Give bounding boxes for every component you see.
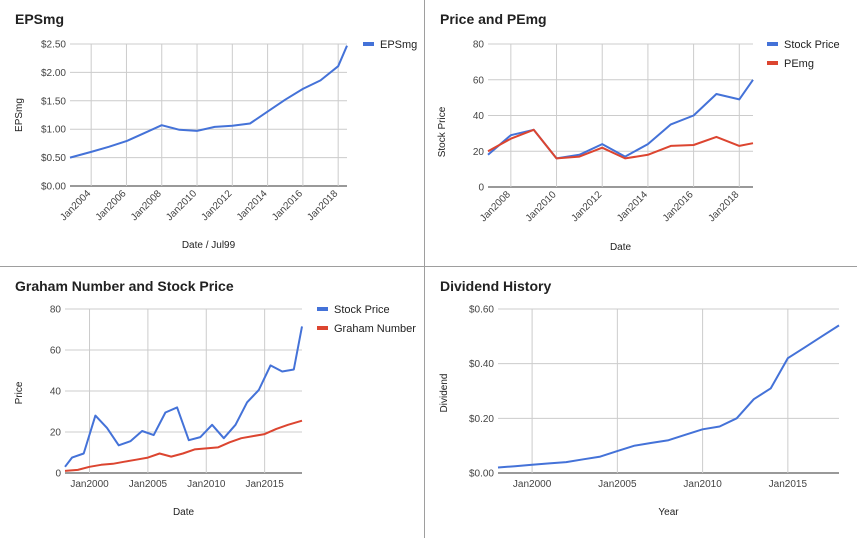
x-axis-label: Date xyxy=(173,507,195,518)
chart-panel-epsmg: EPSmg $0.00 $0.50 $1.00 $1.50 $2.00 $2.50 Jan20… xyxy=(0,0,425,267)
x-tick-label: Jan2018 xyxy=(707,189,742,224)
y-tick-label: $0.00 xyxy=(469,469,494,480)
x-tick-label: Jan2010 xyxy=(187,479,226,490)
y-tick-label: 60 xyxy=(50,346,62,357)
y-tick-label: $0.60 xyxy=(469,305,494,316)
x-axis-label: Date / Jul99 xyxy=(182,240,236,251)
chart-panel-dividend-history: Dividend History $0.00 $0.20 $0.40 $0.60 Jan2… xyxy=(425,267,857,538)
y-tick-label: 80 xyxy=(473,40,485,51)
y-tick-label: 40 xyxy=(473,111,485,122)
x-tick-label: Jan2008 xyxy=(478,189,513,224)
y-tick-label: $0.50 xyxy=(41,153,66,164)
y-tick-label: 20 xyxy=(473,147,485,158)
y-tick-label: $2.00 xyxy=(41,68,66,79)
series-line xyxy=(487,79,754,160)
x-tick-label: Jan2008 xyxy=(129,188,164,223)
chart-title: Price and PEmg xyxy=(440,11,547,27)
chart-panel-price-pemg: Price and PEmg 0 20 40 60 80 Jan2008 Jan2010 Jan… xyxy=(425,0,857,267)
series-line xyxy=(64,419,303,472)
legend-swatch xyxy=(767,42,778,46)
y-tick-label: 80 xyxy=(50,305,62,316)
x-tick-label: Jan2016 xyxy=(661,189,696,224)
x-tick-label: Jan2006 xyxy=(94,188,129,223)
chart-svg: EPSmg $0.00 $0.50 $1.00 $1.50 $2.00 $2.50 Jan20… xyxy=(14,11,417,251)
legend-label: Stock Price xyxy=(784,39,840,51)
legend-label: EPSmg xyxy=(380,39,417,51)
legend-swatch xyxy=(767,61,778,65)
y-tick-label: $2.50 xyxy=(41,40,66,51)
y-tick-label: 0 xyxy=(478,183,484,194)
legend-label: PEmg xyxy=(784,58,814,70)
y-tick-label: 0 xyxy=(55,469,61,480)
legend-swatch xyxy=(317,326,328,330)
x-tick-label: Jan2018 xyxy=(305,188,340,223)
x-tick-label: Jan2010 xyxy=(683,479,722,490)
x-tick-label: Jan2015 xyxy=(245,479,284,490)
chart-title: Graham Number and Stock Price xyxy=(15,278,234,294)
legend-swatch xyxy=(317,307,328,311)
legend-label: Graham Number xyxy=(334,323,416,335)
y-tick-label: $1.50 xyxy=(41,96,66,107)
x-tick-label: Jan2012 xyxy=(200,188,235,223)
series-line xyxy=(487,128,754,160)
y-tick-label: $1.00 xyxy=(41,125,66,136)
y-axis-label: Price xyxy=(14,381,25,404)
series-line xyxy=(497,324,840,469)
x-tick-label: Jan2015 xyxy=(769,479,808,490)
x-tick-label: Jan2014 xyxy=(615,189,650,224)
y-axis-label: Dividend xyxy=(439,374,450,413)
x-tick-label: Jan2005 xyxy=(598,479,637,490)
x-tick-label: Jan2012 xyxy=(569,189,604,224)
x-tick-label: Jan2004 xyxy=(58,188,93,223)
series-line xyxy=(64,326,303,468)
x-tick-label: Jan2014 xyxy=(235,188,270,223)
x-tick-label: Jan2000 xyxy=(513,479,552,490)
x-tick-label: Jan2016 xyxy=(270,188,305,223)
y-tick-label: $0.40 xyxy=(469,359,494,370)
y-tick-label: 40 xyxy=(50,387,62,398)
chart-panel-graham-number: Graham Number and Stock Price 0 20 40 60 80 Ja… xyxy=(0,267,425,538)
y-tick-label: 20 xyxy=(50,428,62,439)
x-axis-label: Date xyxy=(610,242,632,253)
y-tick-label: 60 xyxy=(473,75,485,86)
x-tick-label: Jan2000 xyxy=(70,479,109,490)
x-axis-label: Year xyxy=(658,507,679,518)
series-line xyxy=(69,45,348,159)
x-tick-label: Jan2010 xyxy=(164,188,199,223)
x-tick-label: Jan2010 xyxy=(524,189,559,224)
legend-label: Stock Price xyxy=(334,304,390,316)
chart-title: EPSmg xyxy=(15,11,64,27)
chart-title: Dividend History xyxy=(440,278,551,294)
y-axis-label: EPSmg xyxy=(14,98,25,132)
chart-svg: Graham Number and Stock Price 0 20 40 60 80 Ja… xyxy=(14,278,416,518)
y-axis-label: Stock Price xyxy=(437,106,448,157)
chart-svg: Dividend History $0.00 $0.20 $0.40 $0.60 Jan2… xyxy=(439,278,840,518)
legend-swatch xyxy=(363,42,374,46)
y-tick-label: $0.20 xyxy=(469,414,494,425)
x-tick-label: Jan2005 xyxy=(129,479,168,490)
y-tick-label: $0.00 xyxy=(41,182,66,193)
chart-svg: Price and PEmg 0 20 40 60 80 Jan2008 Jan2010 Jan… xyxy=(437,11,840,253)
